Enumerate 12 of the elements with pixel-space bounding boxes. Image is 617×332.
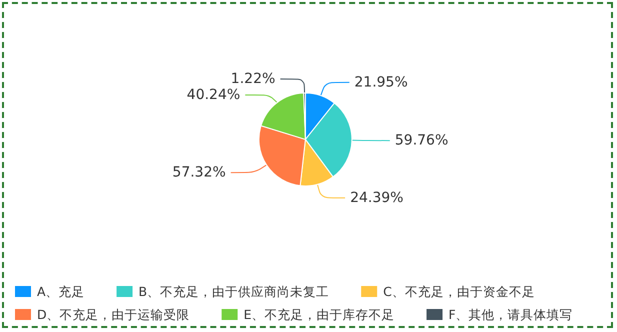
legend-label: A、充足: [37, 284, 85, 299]
data-label: 21.95%: [354, 74, 408, 90]
legend-label: D、不充足，由于运输受限: [37, 307, 190, 322]
legend-label: C、不充足，由于资金不足: [383, 284, 535, 299]
data-label: 40.24%: [186, 86, 240, 103]
legend-label: F、其他，请具体填写: [448, 307, 573, 322]
data-label: 1.22%: [230, 70, 276, 87]
data-label: 59.76%: [394, 132, 448, 149]
data-label: 24.39%: [350, 190, 404, 206]
legend-label: E、不充足，由于库存不足: [244, 307, 395, 322]
legend-label: B、不充足，由于供应商尚未复工: [138, 284, 330, 299]
data-label: 57.32%: [172, 164, 226, 181]
